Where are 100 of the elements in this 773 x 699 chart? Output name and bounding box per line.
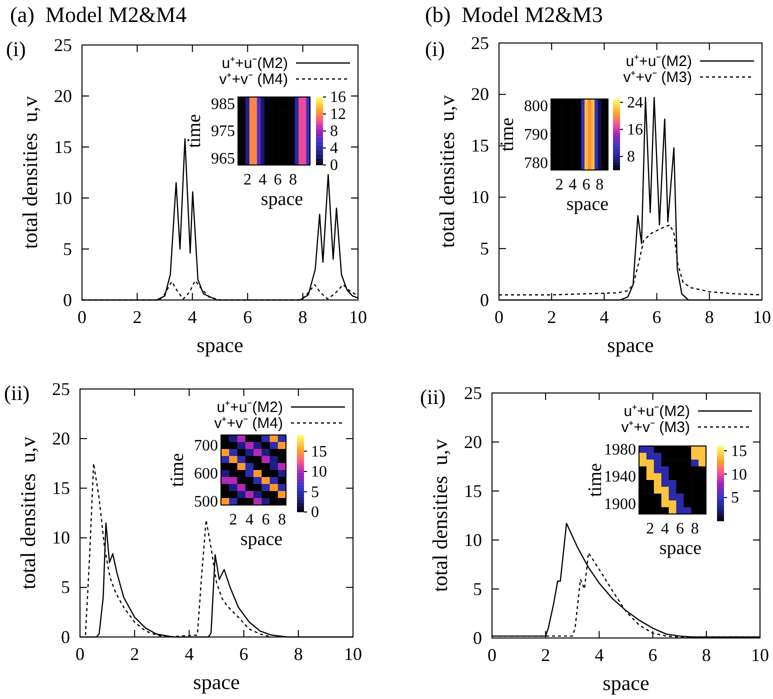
x-axis-title: space — [566, 194, 609, 215]
x-axis-title: space — [659, 538, 702, 559]
y-tick-label: 15 — [52, 478, 70, 498]
x-tick-label: 4 — [245, 511, 254, 528]
y-tick-label: 15 — [471, 136, 489, 156]
chart-subtitle: (i) — [425, 37, 445, 61]
y-tick-label: 20 — [54, 86, 72, 106]
color-bar-label: 24 — [627, 94, 643, 112]
x-tick-label: 0 — [76, 644, 84, 664]
x-tick-label: 4 — [600, 306, 609, 327]
y-tick-label: 5 — [63, 238, 72, 259]
y-tick-label: 15 — [54, 136, 72, 157]
x-tick-label: 0 — [494, 306, 504, 327]
y-tick-label: 25 — [471, 32, 489, 53]
x-axis-title: space — [260, 189, 304, 210]
x-tick-label: 8 — [690, 520, 699, 538]
x-tick-label: 8 — [288, 171, 297, 188]
x-tick-label: 6 — [652, 306, 662, 327]
x-tick-label: 4 — [184, 644, 194, 664]
x-tick-label: 0 — [78, 306, 86, 327]
color-bar-label: 16 — [330, 89, 346, 106]
color-bar-label: 8 — [330, 123, 338, 140]
y-tick-label: 1980 — [604, 442, 636, 459]
color-bar-label: 8 — [627, 148, 635, 166]
color-bar-label: 10 — [731, 466, 747, 484]
x-tick-label: 8 — [596, 176, 604, 194]
y-axis-title: time — [167, 453, 188, 487]
legend-label: v⁺+v⁻ (M3) — [623, 69, 692, 86]
x-axis-title: space — [193, 670, 240, 694]
x-tick-label: 8 — [298, 306, 308, 327]
y-tick-label: 0 — [63, 290, 72, 310]
color-bar-label: 5 — [731, 490, 739, 507]
x-tick-label: 6 — [243, 306, 252, 327]
x-tick-label: 4 — [568, 176, 577, 194]
x-tick-label: 6 — [274, 171, 282, 188]
x-axis-title: space — [607, 333, 654, 357]
color-bar-label: 10 — [311, 464, 327, 481]
y-tick-label: 25 — [464, 382, 482, 403]
y-tick-label: 800 — [524, 98, 548, 116]
x-tick-label: 2 — [243, 171, 252, 188]
color-bar-label: 16 — [627, 122, 643, 139]
color-bar-label: 0 — [330, 157, 338, 174]
x-tick-label: 8 — [704, 306, 714, 327]
legend-label: u⁺+u⁻(M2) — [624, 403, 690, 420]
y-tick-label: 975 — [211, 123, 235, 140]
x-tick-label: 2 — [130, 644, 140, 664]
y-tick-label: 0 — [473, 628, 482, 648]
y-axis-title: total densities u,v — [18, 96, 42, 249]
y-axis-title: total densities u,v — [428, 438, 452, 592]
y-tick-label: 25 — [52, 378, 70, 399]
y-tick-label: 790 — [524, 126, 548, 144]
chart-title: (a) Model M2&M4 — [10, 2, 187, 27]
legend-label: u⁺+u⁻(M2) — [216, 399, 283, 416]
legend-label: v⁺+v⁻ (M3) — [621, 419, 690, 436]
x-tick-label: 8 — [702, 644, 711, 665]
legend-label: u⁺+u⁻(M2) — [626, 53, 692, 70]
y-axis-title: total densities u,v — [16, 436, 40, 590]
y-tick-label: 5 — [61, 577, 70, 598]
y-tick-label: 0 — [480, 290, 489, 310]
color-bar-label: 5 — [311, 484, 319, 501]
y-tick-label: 20 — [464, 432, 482, 452]
color-bar-label: 15 — [311, 443, 327, 460]
y-axis-title: time — [497, 118, 518, 152]
y-tick-label: 5 — [480, 238, 489, 258]
x-tick-label: 10 — [344, 644, 362, 664]
x-tick-label: 2 — [555, 176, 564, 194]
legend-label: u⁺+u⁻(M2) — [222, 55, 288, 72]
y-tick-label: 985 — [211, 96, 235, 113]
x-tick-label: 4 — [661, 520, 670, 538]
x-axis-title: space — [240, 529, 283, 550]
x-tick-label: 2 — [132, 306, 142, 327]
chart-title: (b) Model M2&M3 — [425, 2, 603, 27]
y-axis-title: time — [585, 463, 606, 497]
x-tick-label: 6 — [239, 644, 248, 664]
y-tick-label: 15 — [464, 480, 482, 501]
color-bar-label: 12 — [330, 106, 346, 124]
x-tick-label: 10 — [349, 306, 367, 327]
chart-title: (ii) — [420, 385, 446, 409]
chart-title: (ii) — [4, 381, 30, 405]
y-tick-label: 700 — [194, 438, 218, 455]
chart-subtitle: (i) — [6, 37, 26, 61]
y-tick-label: 0 — [61, 626, 70, 647]
x-tick-label: 10 — [753, 306, 771, 327]
y-tick-label: 5 — [473, 578, 482, 599]
x-tick-label: 6 — [582, 176, 590, 194]
color-bar-label: 4 — [330, 140, 338, 158]
y-tick-label: 780 — [524, 155, 548, 172]
color-bar-label: 15 — [731, 442, 747, 460]
x-tick-label: 2 — [646, 520, 654, 538]
x-tick-label: 8 — [294, 644, 303, 664]
x-tick-label: 4 — [188, 306, 197, 327]
x-axis-title: space — [196, 333, 244, 357]
x-tick-label: 8 — [278, 511, 286, 528]
x-tick-label: 6 — [648, 644, 658, 665]
x-tick-label: 6 — [262, 511, 270, 528]
x-tick-label: 6 — [676, 520, 684, 538]
y-tick-label: 25 — [54, 34, 72, 55]
y-tick-label: 20 — [52, 428, 70, 448]
y-tick-label: 1940 — [604, 468, 636, 486]
x-axis-title: space — [602, 671, 650, 695]
